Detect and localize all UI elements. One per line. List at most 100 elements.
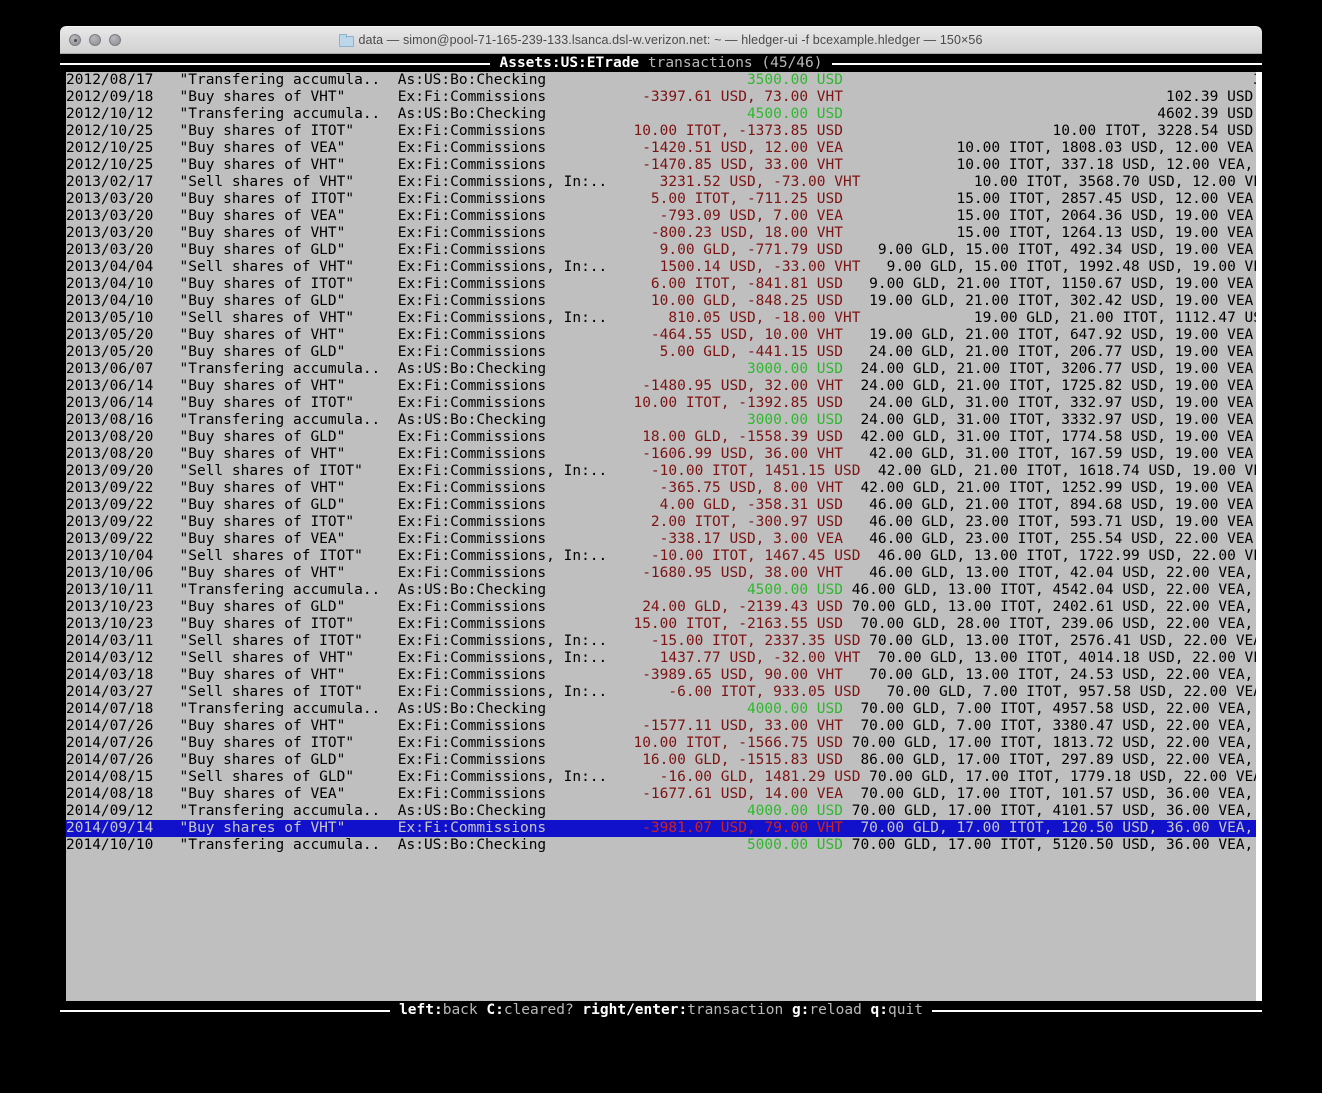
keybinding-hints: left:back C:cleared? right/enter:transac… (390, 1001, 932, 1019)
transaction-account: Ex:Fi:Commissions, In:.. (397, 684, 608, 700)
transaction-row[interactable]: 2013/09/22 "Buy shares of VEA" Ex:Fi:Com… (66, 531, 1256, 548)
transaction-description: "Buy shares of ITOT" (179, 514, 398, 530)
transaction-row[interactable]: 2013/10/23 "Buy shares of GLD" Ex:Fi:Com… (66, 599, 1256, 616)
transaction-description: "Buy shares of GLD" (179, 752, 398, 768)
transaction-row[interactable]: 2012/10/25 "Buy shares of VHT" Ex:Fi:Com… (66, 157, 1256, 174)
transaction-balance: 15.00 ITOT, 2857.45 USD, 12.00 VEA, 33.0… (956, 191, 1256, 207)
transaction-amount: 24.00 GLD, -2139.43 USD (589, 599, 843, 615)
transaction-amount: -10.00 ITOT, 1451.15 USD (607, 463, 861, 479)
transaction-date: 2014/10/10 (66, 837, 180, 853)
transaction-amount: -3989.65 USD, 90.00 VHT (589, 667, 843, 683)
transaction-description: "Buy shares of VHT" (179, 565, 398, 581)
transactions-list[interactable]: 2012/08/17 "Transfering accumula.. As:US… (66, 72, 1256, 854)
transaction-row[interactable]: 2013/08/20 "Buy shares of VHT" Ex:Fi:Com… (66, 446, 1256, 463)
transaction-account: Ex:Fi:Commissions (397, 123, 590, 139)
folder-icon (339, 34, 355, 47)
transaction-row[interactable]: 2014/03/18 "Buy shares of VHT" Ex:Fi:Com… (66, 667, 1256, 684)
transaction-amount: 5.00 ITOT, -711.25 USD (589, 191, 843, 207)
transaction-row[interactable]: 2014/03/12 "Sell shares of VHT" Ex:Fi:Co… (66, 650, 1256, 667)
vertical-scrollbar[interactable] (1256, 72, 1262, 1004)
transaction-row[interactable]: 2013/03/20 "Buy shares of VEA" Ex:Fi:Com… (66, 208, 1256, 225)
transaction-row[interactable]: 2013/06/14 "Buy shares of VHT" Ex:Fi:Com… (66, 378, 1256, 395)
transaction-account: Ex:Fi:Commissions (397, 820, 590, 836)
transaction-row[interactable]: 2013/10/06 "Buy shares of VHT" Ex:Fi:Com… (66, 565, 1256, 582)
transaction-row[interactable]: 2012/10/25 "Buy shares of VEA" Ex:Fi:Com… (66, 140, 1256, 157)
transaction-amount: 3231.52 USD, -73.00 VHT (607, 174, 861, 190)
transaction-row[interactable]: 2013/09/22 "Buy shares of VHT" Ex:Fi:Com… (66, 480, 1256, 497)
transaction-row[interactable]: 2014/07/26 "Buy shares of VHT" Ex:Fi:Com… (66, 718, 1256, 735)
transaction-row[interactable]: 2014/08/15 "Sell shares of GLD" Ex:Fi:Co… (66, 769, 1256, 786)
transaction-balance: 10.00 ITOT, 3228.54 USD, 73.00 VHT (1052, 123, 1256, 139)
transaction-date: 2012/10/25 (66, 140, 180, 156)
keybinding-action: transaction (687, 1001, 792, 1018)
window-titlebar[interactable]: data — simon@pool-71-165-239-133.lsanca.… (60, 26, 1262, 54)
transaction-amount: 4500.00 USD (589, 106, 843, 122)
transaction-row[interactable]: 2014/10/10 "Transfering accumula.. As:US… (66, 837, 1256, 854)
transaction-account: Ex:Fi:Commissions, In:.. (397, 259, 608, 275)
transaction-row[interactable]: 2014/07/26 "Buy shares of GLD" Ex:Fi:Com… (66, 752, 1256, 769)
transaction-row[interactable]: 2013/05/20 "Buy shares of GLD" Ex:Fi:Com… (66, 344, 1256, 361)
zoom-button[interactable] (109, 34, 121, 46)
transaction-row[interactable]: 2013/09/20 "Sell shares of ITOT" Ex:Fi:C… (66, 463, 1256, 480)
transaction-row[interactable]: 2012/10/25 "Buy shares of ITOT" Ex:Fi:Co… (66, 123, 1256, 140)
transaction-row[interactable]: 2013/09/22 "Buy shares of GLD" Ex:Fi:Com… (66, 497, 1256, 514)
transaction-row[interactable]: 2012/09/18 "Buy shares of VHT" Ex:Fi:Com… (66, 89, 1256, 106)
transaction-balance: 19.00 GLD, 21.00 ITOT, 1112.47 USD, 19.0… (973, 310, 1256, 326)
transaction-balance: 46.00 GLD, 13.00 ITOT, 1722.99 USD, 22.0… (877, 548, 1256, 564)
transaction-row[interactable]: 2014/07/26 "Buy shares of ITOT" Ex:Fi:Co… (66, 735, 1256, 752)
transaction-row[interactable]: 2013/03/20 "Buy shares of ITOT" Ex:Fi:Co… (66, 191, 1256, 208)
transaction-row[interactable]: 2013/08/16 "Transfering accumula.. As:US… (66, 412, 1256, 429)
transaction-row[interactable]: 2014/09/12 "Transfering accumula.. As:US… (66, 803, 1256, 820)
transaction-row[interactable]: 2013/06/07 "Transfering accumula.. As:US… (66, 361, 1256, 378)
transaction-row[interactable]: 2013/03/20 "Buy shares of GLD" Ex:Fi:Com… (66, 242, 1256, 259)
transaction-row[interactable]: 2014/07/18 "Transfering accumula.. As:US… (66, 701, 1256, 718)
transaction-date: 2013/03/20 (66, 191, 180, 207)
transaction-row[interactable]: 2013/05/20 "Buy shares of VHT" Ex:Fi:Com… (66, 327, 1256, 344)
transaction-date: 2012/10/25 (66, 157, 180, 173)
transaction-account: As:US:Bo:Checking (397, 582, 590, 598)
transaction-row[interactable]: 2014/03/11 "Sell shares of ITOT" Ex:Fi:C… (66, 633, 1256, 650)
transaction-account: Ex:Fi:Commissions, In:.. (397, 633, 608, 649)
transaction-description: "Buy shares of ITOT" (179, 616, 398, 632)
transaction-account: Ex:Fi:Commissions (397, 225, 590, 241)
transaction-row[interactable]: 2013/04/04 "Sell shares of VHT" Ex:Fi:Co… (66, 259, 1256, 276)
transaction-account: Ex:Fi:Commissions, In:.. (397, 650, 608, 666)
transaction-row[interactable]: 2013/10/04 "Sell shares of ITOT" Ex:Fi:C… (66, 548, 1256, 565)
transaction-row[interactable]: 2013/04/10 "Buy shares of GLD" Ex:Fi:Com… (66, 293, 1256, 310)
transaction-account: Ex:Fi:Commissions (397, 208, 590, 224)
transaction-row[interactable]: 2013/06/14 "Buy shares of ITOT" Ex:Fi:Co… (66, 395, 1256, 412)
transaction-amount: 18.00 GLD, -1558.39 USD (589, 429, 843, 445)
transaction-row[interactable]: 2012/08/17 "Transfering accumula.. As:US… (66, 72, 1256, 89)
close-button[interactable] (69, 34, 81, 46)
transaction-row[interactable]: 2014/09/14 "Buy shares of VHT" Ex:Fi:Com… (66, 820, 1256, 837)
transaction-row[interactable]: 2013/04/10 "Buy shares of ITOT" Ex:Fi:Co… (66, 276, 1256, 293)
transaction-description: "Sell shares of ITOT" (179, 463, 398, 479)
transaction-date: 2013/03/20 (66, 225, 180, 241)
transaction-amount: 2.00 ITOT, -300.97 USD (589, 514, 843, 530)
transaction-row[interactable]: 2013/10/23 "Buy shares of ITOT" Ex:Fi:Co… (66, 616, 1256, 633)
transaction-amount: 10.00 GLD, -848.25 USD (589, 293, 843, 309)
minimize-button[interactable] (89, 34, 101, 46)
transaction-row[interactable]: 2012/10/12 "Transfering accumula.. As:US… (66, 106, 1256, 123)
transaction-row[interactable]: 2013/05/10 "Sell shares of VHT" Ex:Fi:Co… (66, 310, 1256, 327)
transaction-account: Ex:Fi:Commissions (397, 191, 590, 207)
transaction-date: 2013/08/20 (66, 429, 180, 445)
transaction-balance: 24.00 GLD, 21.00 ITOT, 1725.82 USD, 19.0… (860, 378, 1256, 394)
transaction-row[interactable]: 2013/08/20 "Buy shares of GLD" Ex:Fi:Com… (66, 429, 1256, 446)
transaction-row[interactable]: 2014/03/27 "Sell shares of ITOT" Ex:Fi:C… (66, 684, 1256, 701)
transaction-description: "Buy shares of ITOT" (179, 123, 398, 139)
transaction-row[interactable]: 2013/03/20 "Buy shares of VHT" Ex:Fi:Com… (66, 225, 1256, 242)
transaction-account: Ex:Fi:Commissions, In:.. (397, 463, 608, 479)
transaction-balance: 10.00 ITOT, 3568.70 USD, 12.00 VEA, 33.0… (973, 174, 1256, 190)
transaction-row[interactable]: 2013/09/22 "Buy shares of ITOT" Ex:Fi:Co… (66, 514, 1256, 531)
transaction-row[interactable]: 2013/10/11 "Transfering accumula.. As:US… (66, 582, 1256, 599)
transaction-balance: 70.00 GLD, 13.00 ITOT, 2402.61 USD, 22.0… (851, 599, 1254, 615)
transaction-description: "Buy shares of VHT" (179, 89, 398, 105)
transaction-row[interactable]: 2013/02/17 "Sell shares of VHT" Ex:Fi:Co… (66, 174, 1256, 191)
transaction-account: Ex:Fi:Commissions (397, 480, 590, 496)
transaction-amount: -1606.99 USD, 36.00 VHT (589, 446, 843, 462)
transaction-description: "Buy shares of VHT" (179, 718, 398, 734)
transactions-pane[interactable]: 2012/08/17 "Transfering accumula.. As:US… (66, 72, 1256, 1004)
transaction-row[interactable]: 2014/08/18 "Buy shares of VEA" Ex:Fi:Com… (66, 786, 1256, 803)
keybinding-action: reload (809, 1001, 871, 1018)
